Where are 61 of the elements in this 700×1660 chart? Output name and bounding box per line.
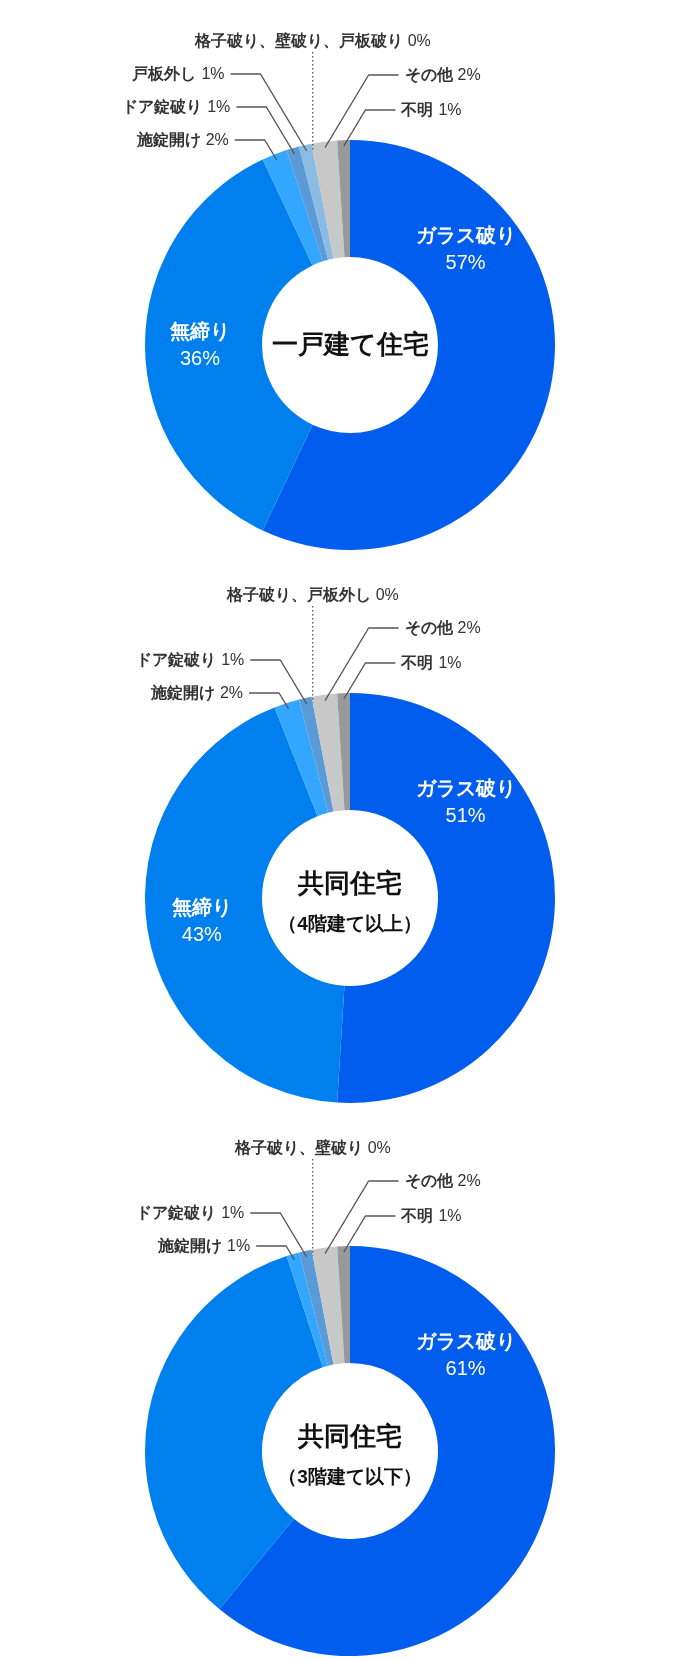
slice-label: 施錠開け [149,684,215,702]
data-label: 36% [179,347,221,369]
text: 0% [375,586,399,603]
category-label: 格子破り、壁破り、戸板破り [194,32,403,49]
text: 0% [367,1139,391,1156]
data-label: 43% [181,923,223,946]
text: （3階建て以下） [278,1466,422,1487]
donut-slice [299,696,334,813]
data-label: 2% [457,1172,481,1189]
data-label: 1% [207,98,231,115]
data-label: 1% [221,651,245,668]
donut-slice [274,699,329,817]
donut-slice [337,693,350,811]
slice-label: ドア錠破り [122,98,203,115]
text: （4階建て以上） [278,913,422,934]
text: 共同住宅 [297,868,402,898]
slice-label: その他 [404,619,454,637]
data-label: 1% [227,1237,251,1254]
slice-label: ガラス破り [415,1330,516,1353]
slice-label: 無締り [170,896,232,919]
data-label: 57% [445,251,486,274]
slice-label: 不明 [400,101,434,118]
slice-label: その他 [404,1172,454,1190]
donut-slice [299,143,334,260]
donut-slice [262,140,555,550]
data-label: 2% [219,684,244,701]
slice-label: ガラス破り [415,224,516,247]
data-label: 2% [457,66,481,83]
donut-slice [299,1249,334,1366]
category-label: 格子破り、戸板外し [226,586,371,603]
slice-label: ドア錠破り [136,1204,217,1221]
category-label: 格子破り、壁破り [234,1139,363,1156]
data-label: 1% [438,654,462,671]
slice-label: ドア錠破り [136,651,217,668]
donut-slice [311,140,345,259]
data-label: 51% [445,804,486,827]
slice-label: 戸板外し [131,65,197,82]
data-label: 61% [445,1357,486,1380]
slice-label: ガラス破り [415,777,516,800]
data-label: 1% [221,1204,245,1221]
slice-label: 不明 [400,654,434,671]
data-label: 1% [438,1207,462,1224]
donut-slice [311,1246,345,1365]
donut-slice [286,146,329,262]
data-label: 2% [205,131,229,148]
slice-label: 無締り [169,320,230,342]
donut-slice [262,150,323,266]
donut-slice [311,693,345,812]
donut-slice [337,140,350,258]
donut-slice [286,1252,329,1368]
text: 0% [407,32,431,49]
text: 一戸建て住宅 [271,329,429,359]
text: 共同住宅 [297,1421,402,1451]
slice-label: 施錠開け [157,1237,223,1255]
data-label: 1% [438,101,462,118]
donut-slice [337,1246,350,1364]
slice-label: 不明 [400,1207,434,1224]
data-label: 1% [201,65,225,82]
slice-label: 施錠開け [135,131,201,149]
slice-label: その他 [404,66,454,84]
data-label: 2% [457,619,481,636]
